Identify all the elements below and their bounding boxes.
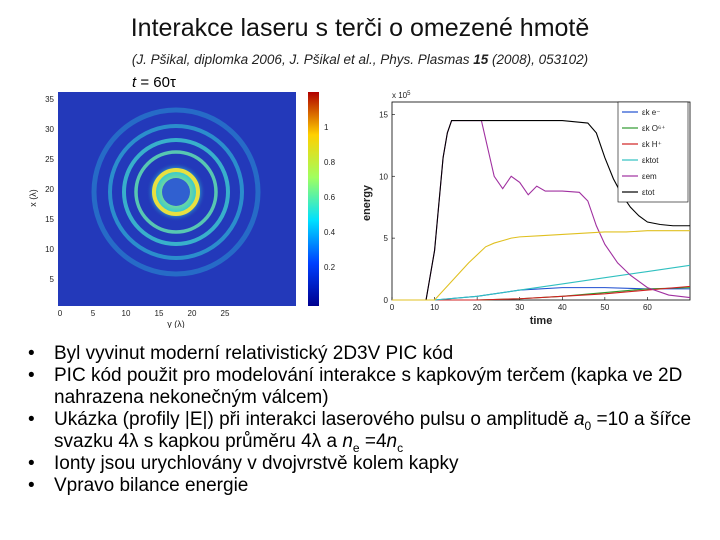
x-tick: 20	[188, 309, 197, 318]
colorbar-tick: 0.6	[324, 193, 336, 202]
chart-xlabel: time	[530, 315, 553, 327]
chart-x-tick: 10	[430, 303, 439, 312]
bullet-item: PIC kód použit pro modelování interakce …	[28, 365, 708, 409]
bullet-item: Ukázka (profily |E|) při interakci laser…	[28, 409, 708, 455]
y-tick: 20	[45, 185, 54, 194]
ne-var: n	[342, 431, 353, 452]
y-tick: 15	[45, 215, 54, 224]
colorbar-tick: 1	[324, 123, 329, 132]
legend: εk e⁻ εk O⁶⁺ εk H⁺ εktot εem εtot	[617, 101, 689, 203]
legend-label: εk e⁻	[642, 108, 660, 117]
chart-x-tick: 20	[473, 303, 482, 312]
x-tick: 0	[58, 309, 63, 318]
colorbar	[308, 92, 319, 306]
reference-post: (2008), 053102)	[488, 52, 589, 67]
ne-sub: e	[352, 440, 360, 455]
x-tick: 25	[221, 309, 230, 318]
series-line	[392, 285, 691, 301]
y-tick: 35	[45, 95, 54, 104]
energy-chart: 0 10 20 30 40 50 60 0 5 10 15 εk e⁻ εk O⁶⁺ εk H⁺ εkto…	[361, 91, 691, 327]
bullet-item: Vpravo bilance energie	[28, 475, 708, 497]
legend-label: εktot	[642, 156, 659, 165]
field-y-ticks: 35 30 25 20 15 10 5	[45, 95, 54, 284]
chart-y-tick: 5	[384, 234, 389, 243]
chart-x-tick: 40	[558, 303, 567, 312]
y-tick: 25	[45, 155, 54, 164]
nc-sub: c	[397, 440, 404, 455]
chart-ylabel: energy	[361, 184, 373, 221]
bullet-text: Byl vyvinut moderní relativistický 2D3V …	[54, 343, 454, 364]
chart-y-tick: 10	[379, 172, 388, 181]
legend-label: εtot	[642, 188, 655, 197]
colorbar-tick: 0.8	[324, 158, 336, 167]
legend-label: εem	[642, 172, 657, 181]
bullet-text: Ionty jsou urychlovány v dvojvrstvě kole…	[54, 453, 459, 474]
legend-box	[617, 101, 689, 203]
chart-x-tick: 0	[390, 303, 395, 312]
time-label-value: = 60τ	[136, 74, 176, 91]
colorbar-tick: 0.4	[324, 228, 336, 237]
reference-pre: (J. Pšikal, diplomka 2006, J. Pšikal et …	[131, 52, 474, 67]
legend-label: εk H⁺	[642, 140, 662, 149]
bullet-text: =4	[359, 431, 387, 452]
series-line	[392, 120, 690, 301]
field-profile-figure: 1 0.8 0.6 0.4 0.2 35 30 25 20 15 10 5 0 …	[28, 92, 336, 328]
y-tick: 5	[50, 275, 55, 284]
field-rings	[91, 107, 261, 277]
bullet-text: =10 a šířce svazku 4λ s kapkou průměru 4…	[54, 409, 692, 452]
slide-title: Interakce laseru s terči o omezené hmotě	[130, 14, 590, 42]
field-x-ticks: 0 5 10 15 20 25	[58, 309, 230, 318]
series-group	[392, 120, 691, 301]
bullet-item: Ionty jsou urychlovány v dvojvrstvě kole…	[28, 453, 708, 475]
y-tick: 10	[45, 245, 54, 254]
y-multiplier-base: x 10	[392, 91, 408, 100]
bullet-item: Byl vyvinut moderní relativistický 2D3V …	[28, 343, 708, 365]
x-tick: 5	[91, 309, 96, 318]
x-tick: 15	[155, 309, 164, 318]
field-xlabel: y (λ)	[167, 319, 185, 328]
reference-volume: 15	[473, 52, 489, 67]
y-multiplier: x 105	[392, 91, 411, 100]
series-line	[392, 230, 690, 301]
chart-x-tick: 60	[643, 303, 652, 312]
series-line	[392, 264, 691, 301]
colorbar-ticks: 1 0.8 0.6 0.4 0.2	[324, 123, 336, 272]
time-label: t = 60τ	[132, 74, 176, 91]
reference-line: (J. Pšikal, diplomka 2006, J. Pšikal et …	[0, 52, 720, 67]
bullet-text: Ukázka (profily |E|) při interakci laser…	[54, 409, 574, 430]
colorbar-tick: 0.2	[324, 263, 336, 272]
bullet-list: Byl vyvinut moderní relativistický 2D3V …	[28, 343, 708, 497]
field-ylabel: x (λ)	[28, 189, 38, 207]
bullet-text: Vpravo bilance energie	[54, 475, 249, 496]
x-tick: 10	[122, 309, 131, 318]
a0-sub: 0	[584, 418, 592, 433]
bullet-text: PIC kód použit pro modelování interakce …	[54, 365, 683, 408]
y-tick: 30	[45, 125, 54, 134]
chart-y-tick: 0	[384, 296, 389, 305]
a0-var: a	[573, 409, 585, 430]
chart-x-tick: 50	[600, 303, 609, 312]
nc-var: n	[386, 431, 398, 452]
chart-y-tick: 15	[379, 110, 388, 119]
y-multiplier-exp: 5	[407, 91, 411, 97]
time-label-var: t	[132, 74, 137, 91]
legend-label: εk O⁶⁺	[642, 124, 666, 133]
chart-x-tick: 30	[515, 303, 524, 312]
